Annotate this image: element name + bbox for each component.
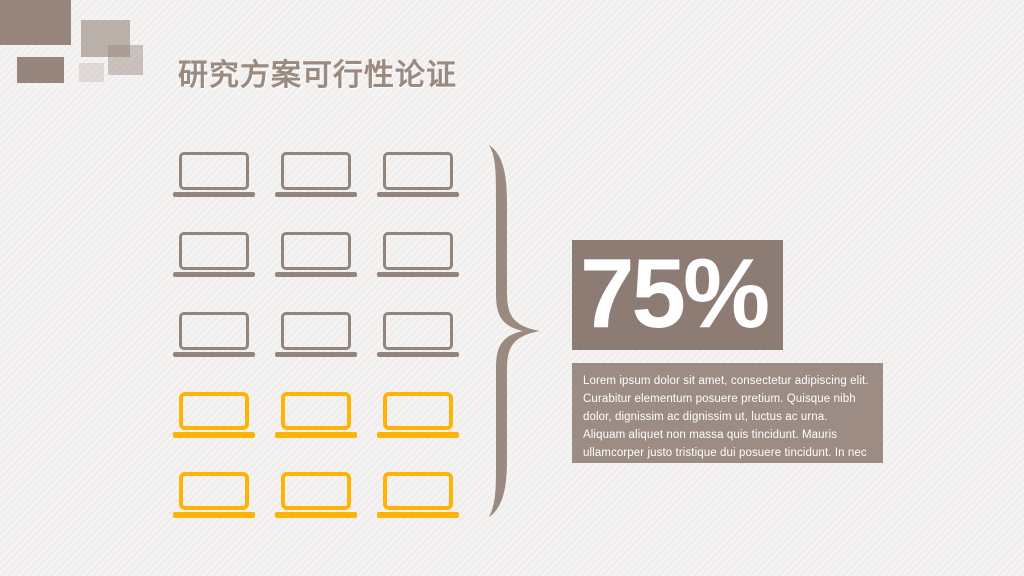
description-text: Lorem ipsum dolor sit amet, consectetur …: [583, 375, 869, 459]
laptop-icon: [377, 392, 459, 438]
laptop-icon: [275, 392, 357, 438]
laptop-icon: [173, 472, 255, 518]
laptop-icon: [275, 472, 357, 518]
laptop-grid: [173, 152, 459, 518]
laptop-icon: [377, 312, 459, 357]
deco-square-5: [79, 63, 104, 82]
deco-square-3: [81, 20, 130, 57]
laptop-icon: [173, 232, 255, 277]
page-title: 研究方案可行性论证: [178, 59, 457, 92]
laptop-icon: [275, 232, 357, 277]
laptop-icon: [275, 312, 357, 357]
laptop-icon: [173, 152, 255, 197]
stat-box: 75%: [572, 240, 783, 350]
deco-square-1: [0, 0, 71, 45]
curly-brace-path: [489, 145, 540, 517]
curly-brace-icon: [489, 145, 540, 517]
laptop-icon: [173, 312, 255, 357]
deco-square-2: [17, 57, 64, 83]
laptop-icon: [377, 232, 459, 277]
laptop-icon: [377, 472, 459, 518]
laptop-icon: [377, 152, 459, 197]
description-box: Lorem ipsum dolor sit amet, consectetur …: [572, 363, 883, 463]
stat-value: 75%: [580, 240, 770, 348]
laptop-icon: [173, 392, 255, 438]
deco-square-4: [108, 45, 143, 75]
laptop-icon: [275, 152, 357, 197]
